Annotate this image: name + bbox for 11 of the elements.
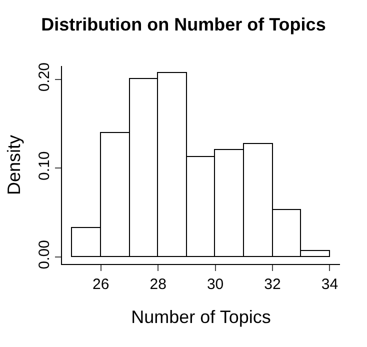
x-axis-title: Number of Topics — [131, 307, 271, 328]
x-tick-label: 28 — [150, 276, 166, 293]
x-tick-label: 26 — [92, 276, 110, 293]
y-tick-label: 0.20 — [36, 62, 53, 92]
y-tick-label: 0.10 — [36, 151, 53, 180]
x-tick-label: 34 — [321, 276, 338, 293]
x-tick-label: 30 — [206, 276, 224, 293]
x-tick-label: 32 — [264, 276, 281, 293]
y-axis-title: Density — [4, 134, 24, 196]
y-tick-label: 0.00 — [36, 240, 53, 270]
chart-title: Distribution on Number of Topics — [41, 14, 326, 35]
